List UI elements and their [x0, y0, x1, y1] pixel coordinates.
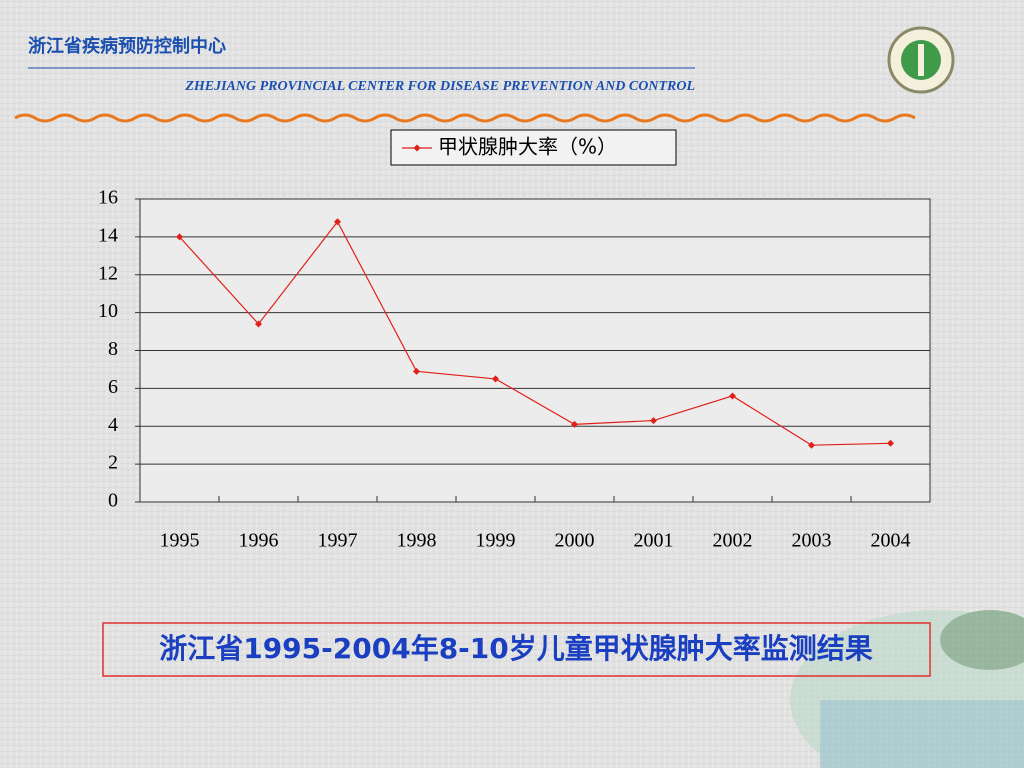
- data-point: [729, 392, 736, 400]
- caption: 浙江省1995-2004年8-10岁儿童甲状腺肿大率监测结果: [159, 632, 873, 665]
- x-tick-label: 1999: [476, 530, 516, 552]
- data-point: [808, 441, 815, 449]
- y-tick-label: 8: [108, 338, 118, 360]
- y-tick-label: 16: [98, 187, 118, 209]
- y-tick-label: 2: [108, 452, 118, 474]
- data-point: [255, 320, 262, 328]
- legend-box: [390, 129, 677, 166]
- x-tick-label: 1998: [397, 530, 437, 552]
- data-point: [492, 375, 499, 383]
- series-line: [179, 220, 891, 446]
- scenery: [790, 610, 1024, 768]
- legend-label: 甲状腺肿大率（%）: [438, 135, 617, 159]
- chart: 0 2 4 6 8 10 12 14 16 1995 1996 1997 1998 1999 2000 200…: [98, 129, 931, 552]
- y-tick-label: 4: [108, 414, 118, 436]
- x-tick-label: 2004: [871, 530, 911, 552]
- y-tick-label: 10: [98, 300, 118, 322]
- data-point: [334, 218, 341, 226]
- x-tick-label: 2002: [713, 530, 753, 552]
- data-point: [571, 420, 578, 428]
- x-tick-label: 2000: [555, 530, 595, 552]
- y-tick-label: 0: [108, 490, 118, 512]
- logo: [887, 26, 955, 94]
- caption-box: [102, 622, 931, 677]
- data-point: [650, 417, 657, 425]
- x-tick-label: 1996: [239, 530, 279, 552]
- wave-divider: [14, 113, 916, 123]
- data-point: [413, 367, 420, 375]
- header-title: 浙江省疾病预防控制中心: [28, 35, 226, 57]
- x-tick-label: 1997: [318, 530, 358, 552]
- data-point: [887, 439, 894, 447]
- x-tick-label: 2003: [792, 530, 832, 552]
- x-tick-label: 2001: [634, 530, 674, 552]
- y-tick-label: 12: [98, 262, 118, 284]
- legend-marker: [413, 144, 421, 152]
- y-tick-label: 6: [108, 376, 118, 398]
- header-subtitle: ZHEJIANG PROVINCIAL CENTER FOR DISEASE P…: [184, 79, 695, 94]
- y-tick-label: 14: [98, 224, 118, 246]
- x-tick-label: 1995: [160, 530, 200, 552]
- legend: 甲状腺肿大率（%）: [390, 129, 677, 166]
- data-point: [176, 233, 183, 241]
